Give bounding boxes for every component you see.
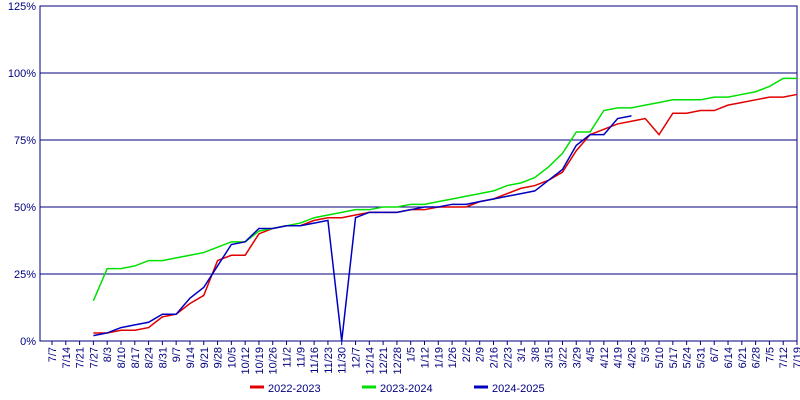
x-tick-label: 5/17 [668,347,680,368]
y-tick-label: 75% [14,135,36,147]
x-tick-label: 9/21 [199,347,211,368]
x-tick-label: 8/24 [144,347,156,368]
x-tick-label: 4/19 [613,347,625,368]
x-tick-label: 5/10 [654,347,666,368]
x-tick-label: 4/26 [626,347,638,368]
x-tick-label: 2/23 [502,347,514,368]
x-tick-label: 1/5 [406,347,418,362]
x-tick-label: 3/29 [571,347,583,368]
plot-area [39,5,798,342]
x-tick-label: 2/2 [461,347,473,362]
x-tick-label: 5/3 [640,347,652,362]
x-tick-label: 6/21 [737,347,749,368]
x-tick-label: 7/5 [764,347,776,362]
x-tick-label: 1/19 [433,347,445,368]
x-tick-label: 10/19 [254,347,266,375]
x-tick-label: 7/12 [778,347,790,368]
y-tick-label: 125% [8,1,36,13]
x-tick-label: 12/21 [378,347,390,375]
x-tick-label: 9/14 [185,347,197,368]
x-tick-label: 9/7 [171,347,183,362]
x-tick-label: 2/9 [475,347,487,362]
x-tick-label: 12/14 [364,347,376,375]
x-tick-label: 3/1 [516,347,528,362]
legend-label: 2023-2024 [380,383,433,395]
series-line [92,77,797,302]
x-tick-label: 2/16 [488,347,500,368]
x-tick-label: 3/8 [530,347,542,362]
legend-label: 2022-2023 [268,383,321,395]
x-tick-label: 4/5 [585,347,597,362]
x-tick-label: 10/5 [226,347,238,368]
y-tick-label: 50% [14,202,36,214]
x-tick-label: 4/12 [599,347,611,368]
x-tick-label: 6/28 [751,347,763,368]
x-tick-label: 6/7 [709,347,721,362]
x-tick-label: 8/17 [130,347,142,368]
x-tick-label: 10/26 [268,347,280,375]
x-tick-label: 10/12 [240,347,252,375]
x-tick-label: 6/14 [723,347,735,368]
x-tick-label: 7/27 [88,347,100,368]
x-tick-label: 11/23 [323,347,335,374]
x-tick-label: 11/30 [337,347,349,374]
x-tick-label: 7/7 [47,347,59,362]
series-line [93,115,632,342]
y-tick-label: 25% [14,269,36,281]
legend-label: 2024-2025 [492,383,545,395]
x-tick-label: 12/7 [351,347,363,368]
x-tick-label: 7/21 [75,347,87,368]
x-tick-label: 8/3 [102,347,114,362]
x-tick-label: 3/22 [557,347,569,368]
x-tick-label: 11/16 [309,347,321,374]
x-tick-label: 5/31 [695,347,707,368]
x-tick-label: 3/15 [544,347,556,368]
x-tick-label: 8/31 [157,347,169,368]
x-tick-label: 7/19 [792,347,800,368]
x-tick-label: 5/24 [682,347,694,368]
x-tick-label: 11/2 [282,347,294,368]
y-tick-label: 0% [20,336,36,348]
x-tick-label: 7/14 [61,347,73,368]
x-tick-label: 8/10 [116,347,128,368]
series-line [93,93,798,334]
x-tick-label: 11/9 [295,347,307,368]
x-tick-label: 9/28 [213,347,225,368]
y-tick-label: 100% [8,68,36,80]
x-tick-label: 1/12 [420,347,432,368]
x-tick-label: 1/26 [447,347,459,368]
x-tick-label: 12/28 [392,347,404,375]
